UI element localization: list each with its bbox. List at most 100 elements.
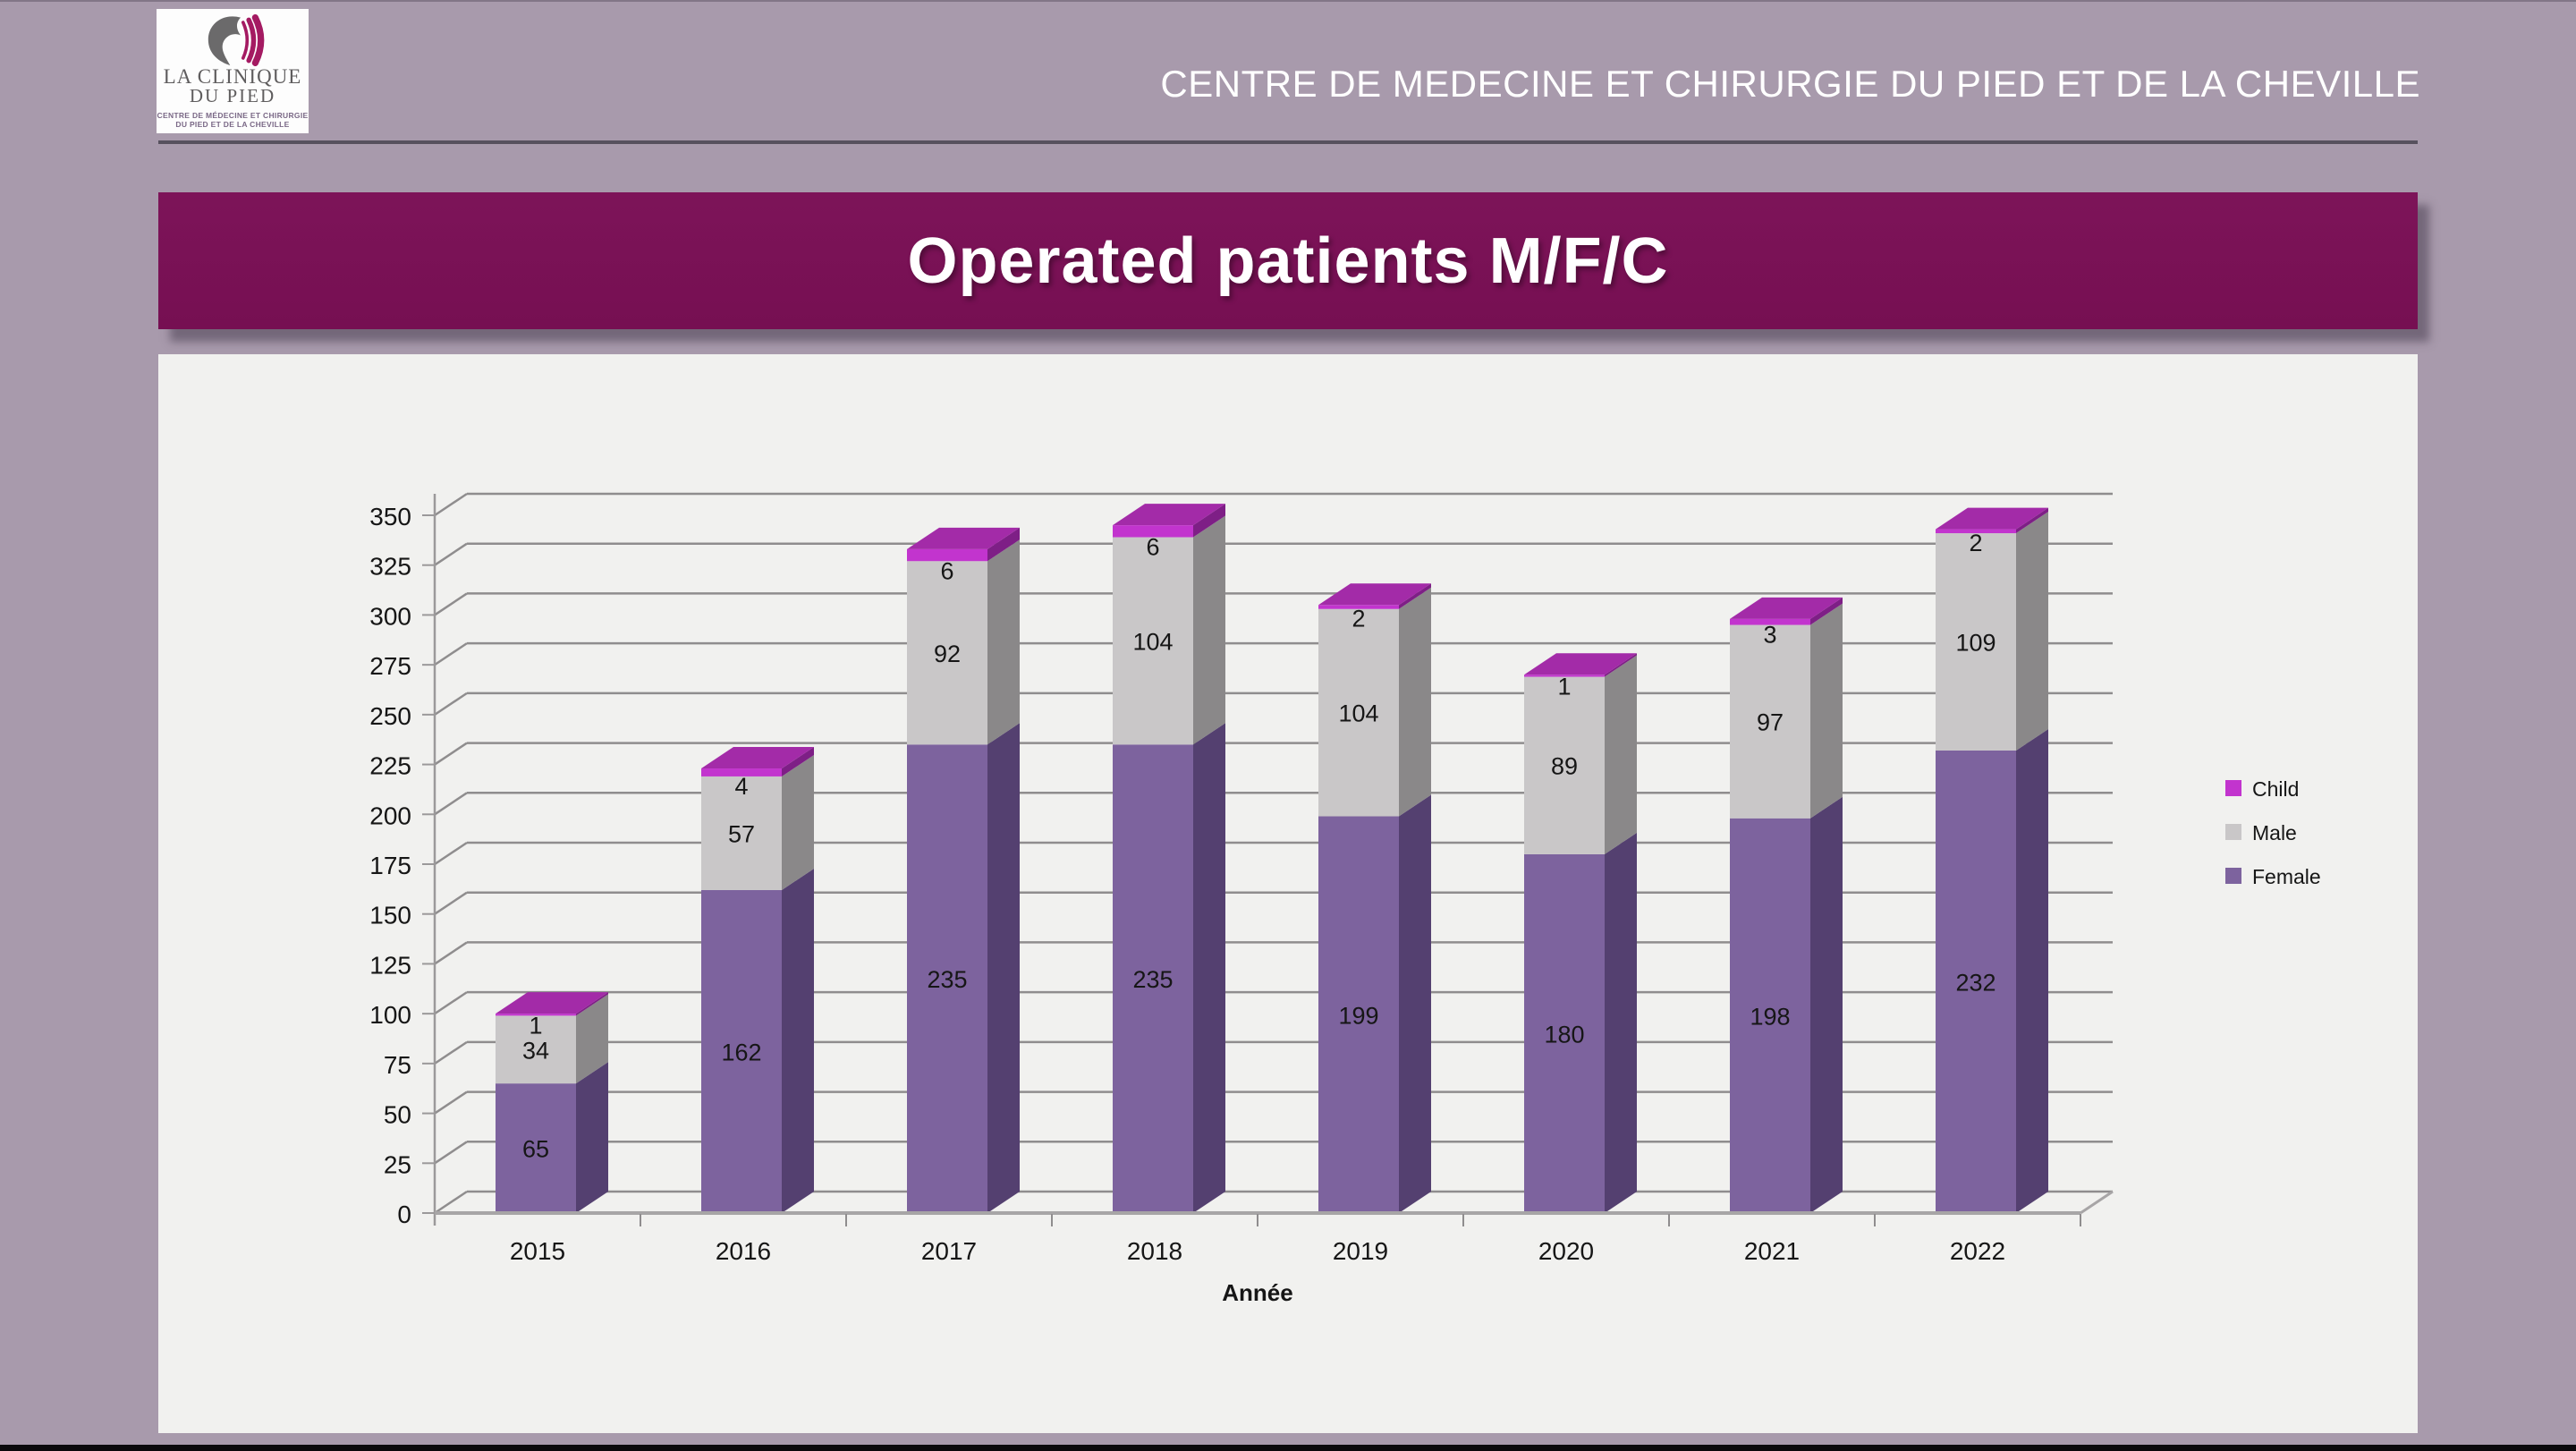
value-label-male: 34 — [522, 1037, 549, 1064]
gridline-slant — [434, 542, 468, 566]
value-label-child: 6 — [1146, 534, 1159, 561]
bar-2017-child: 6 — [907, 527, 1020, 584]
bar-2022-female: 232 — [1936, 728, 2048, 1213]
segment-front — [1730, 618, 1810, 625]
y-tick-label: 275 — [369, 652, 411, 680]
bar-2021-female: 198 — [1730, 796, 1843, 1213]
segment-front — [907, 548, 987, 562]
value-label-female: 180 — [1544, 1021, 1584, 1048]
gridline-slant — [434, 891, 468, 915]
legend-item-female: Female — [2225, 865, 2321, 888]
segment-side — [576, 992, 608, 1016]
legend-item-child: Child — [2225, 777, 2299, 801]
x-tick-label: 2015 — [510, 1237, 565, 1265]
segment-top — [496, 992, 608, 1014]
segment-front — [1936, 533, 2016, 751]
value-label-child: 4 — [734, 773, 748, 800]
bar-2021-male: 97 — [1730, 603, 1843, 819]
gridline-slant — [434, 792, 468, 816]
value-label-female: 199 — [1338, 1002, 1378, 1029]
y-tick-label: 75 — [384, 1051, 411, 1079]
segment-front — [496, 1083, 576, 1213]
segment-front — [1318, 608, 1399, 817]
value-label-male: 104 — [1132, 628, 1173, 655]
segment-side — [1193, 515, 1225, 745]
segment-front — [701, 768, 782, 776]
gridline-slant — [434, 991, 468, 1015]
segment-side — [1810, 796, 1843, 1213]
segment-front — [701, 889, 782, 1213]
value-label-male: 57 — [728, 820, 755, 847]
top-edge-line — [0, 0, 2576, 2]
legend-item-male: Male — [2225, 821, 2297, 844]
y-tick-label: 125 — [369, 951, 411, 979]
logo-name-line2: DU PIED — [189, 85, 276, 107]
bar-2020-female: 180 — [1524, 832, 1637, 1213]
bar-2015-female: 65 — [496, 1062, 608, 1213]
segment-front — [1730, 818, 1810, 1213]
segment-front — [1318, 605, 1399, 609]
gridline-slant — [434, 1190, 468, 1215]
segment-side — [782, 747, 814, 776]
gridline-slant — [434, 692, 468, 716]
logo-tagline-2: DU PIED ET DE LA CHEVILLE — [175, 120, 290, 130]
legend-label-female: Female — [2252, 865, 2321, 888]
floor-corner — [2080, 1190, 2114, 1215]
segment-side — [576, 1062, 608, 1213]
segment-side — [1399, 583, 1431, 609]
legend-label-child: Child — [2252, 777, 2299, 801]
bottom-edge-bar — [0, 1445, 2576, 1451]
y-tick-label: 175 — [369, 852, 411, 879]
bar-2019-female: 199 — [1318, 794, 1431, 1213]
segment-side — [1605, 832, 1637, 1213]
segment-side — [1810, 603, 1843, 819]
value-label-child: 1 — [529, 1012, 542, 1039]
gridline-slant — [434, 492, 468, 517]
value-label-child: 2 — [1352, 606, 1365, 632]
segment-front — [496, 1015, 576, 1084]
bar-2017-male: 92 — [907, 539, 1020, 745]
clinic-logo: LA CLINIQUE DU PIED CENTRE DE MÉDECINE E… — [157, 9, 309, 133]
segment-side — [1605, 653, 1637, 677]
segment-front — [1730, 624, 1810, 819]
gridline-slant — [434, 742, 468, 766]
header-divider — [158, 140, 2418, 144]
bar-2020-child: 1 — [1524, 653, 1637, 700]
segment-front — [1524, 853, 1605, 1213]
legend-label-male: Male — [2252, 821, 2297, 844]
segment-side — [1399, 587, 1431, 817]
gridlines: 0 25 50 75 100 125 150 175 200 225 250 275 300 325 350 — [369, 492, 2113, 1228]
segment-side — [782, 754, 814, 890]
bar-2022-male: 109 — [1936, 512, 2048, 751]
legend-swatch-male — [2225, 824, 2241, 840]
legend: Child Male Female — [2225, 777, 2321, 888]
bar-2016: 162 57 4 — [701, 747, 814, 1213]
value-label-female: 65 — [522, 1136, 549, 1163]
clinic-logo-icon — [208, 14, 265, 66]
segment-front — [1524, 675, 1605, 677]
value-label-child: 3 — [1763, 622, 1776, 649]
value-label-male: 89 — [1551, 753, 1578, 780]
gridline-slant — [434, 941, 468, 965]
slide-title: Operated patients M/F/C — [907, 225, 1669, 297]
bar-2016-child: 4 — [701, 747, 814, 800]
bar-2017-female: 235 — [907, 723, 1020, 1213]
bar-2021-child: 3 — [1730, 597, 1843, 649]
bar-2018-male: 104 — [1113, 515, 1225, 745]
segment-top — [1730, 597, 1843, 619]
x-axis-title: Année — [1222, 1279, 1292, 1306]
segment-side — [1810, 597, 1843, 625]
segment-side — [576, 994, 608, 1084]
logo-tagline-1: CENTRE DE MÉDECINE ET CHIRURGIE — [157, 110, 309, 120]
x-tick-label: 2017 — [921, 1237, 977, 1265]
x-tick-label: 2020 — [1538, 1237, 1594, 1265]
bars: 6534120151625742016235926201723510462018… — [496, 504, 2048, 1265]
value-label-child: 2 — [1969, 530, 1982, 556]
value-label-male: 109 — [1955, 630, 1996, 657]
legend-swatch-female — [2225, 868, 2241, 884]
bar-2019: 199 104 2 — [1318, 583, 1431, 1213]
segment-front — [496, 1014, 576, 1016]
axes: Année — [433, 494, 2114, 1306]
